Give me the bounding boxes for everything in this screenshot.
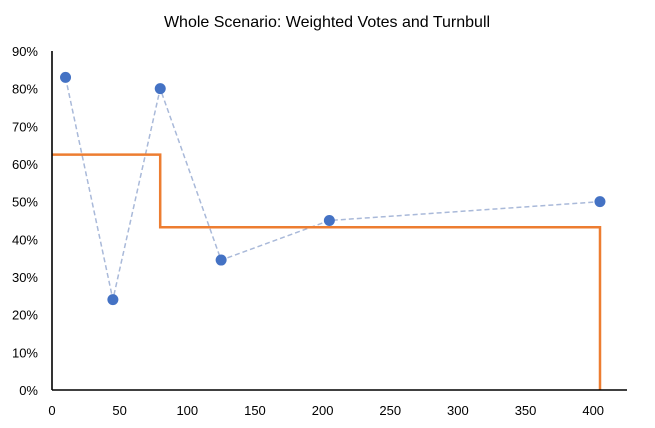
y-tick-label: 60%	[12, 157, 38, 172]
y-tick-label: 20%	[12, 308, 38, 323]
x-tick-label: 350	[515, 403, 537, 418]
x-tick-label: 50	[112, 403, 126, 418]
dashed-connector-line	[64, 77, 601, 300]
x-tick-label: 200	[312, 403, 334, 418]
x-tick-label: 250	[379, 403, 401, 418]
y-tick-label: 10%	[12, 345, 38, 360]
x-tick-label: 150	[244, 403, 266, 418]
x-tick-label: 400	[582, 403, 604, 418]
x-tick-label: 100	[176, 403, 198, 418]
step-line	[52, 153, 602, 390]
data-point	[215, 254, 227, 266]
y-tick-label: 80%	[12, 82, 38, 97]
x-tick-label: 0	[48, 403, 55, 418]
x-axis: 0 50 100 150 200 250 300 350 400	[48, 403, 604, 418]
y-tick-label: 90%	[12, 44, 38, 59]
y-tick-label: 70%	[12, 119, 38, 134]
y-axis: 0% 10% 20% 30% 40% 50% 60% 70% 80% 90%	[12, 44, 38, 398]
x-tick-label: 300	[447, 403, 469, 418]
y-tick-label: 0%	[19, 383, 38, 398]
data-point	[323, 215, 335, 226]
data-point	[60, 71, 72, 83]
plot-area	[52, 71, 606, 390]
axis-lines	[51, 51, 627, 391]
chart-title: Whole Scenario: Weighted Votes and Turnb…	[164, 14, 490, 31]
y-tick-label: 50%	[12, 195, 38, 210]
y-tick-label: 30%	[12, 270, 38, 285]
data-point	[107, 294, 119, 306]
y-tick-label: 40%	[12, 232, 38, 247]
data-point	[154, 83, 166, 95]
data-point	[594, 196, 606, 208]
